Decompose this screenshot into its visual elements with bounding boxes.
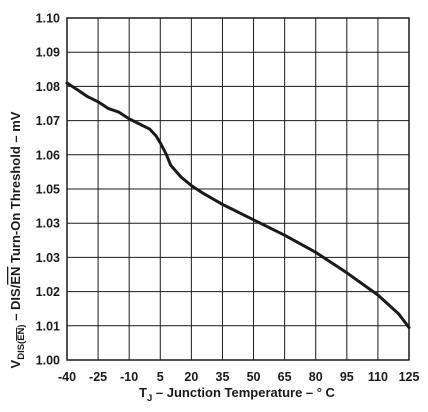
y-tick-label: 1.07 — [36, 114, 60, 128]
y-tick-label: 1.09 — [36, 46, 60, 60]
x-axis-symbol: T — [139, 385, 147, 400]
y-axis-subscript-overline: EN — [16, 327, 27, 340]
y-tick-label: 1.03 — [36, 217, 60, 231]
x-tick-label: 80 — [309, 370, 323, 384]
y-axis-subscript-close: ) — [16, 324, 27, 327]
y-axis-symbol: V — [8, 359, 23, 368]
plot-frame — [66, 17, 410, 361]
x-tick-label: 20 — [184, 370, 198, 384]
y-axis-text-overline: EN — [8, 267, 23, 285]
x-tick-label: 95 — [340, 370, 354, 384]
y-tick-label: 1.10 — [36, 12, 60, 26]
x-tick-label: 50 — [247, 370, 261, 384]
y-tick-label: 1.02 — [36, 285, 60, 299]
x-axis-text: – Junction Temperature – ° C — [152, 385, 335, 400]
y-tick-label: 1.08 — [36, 80, 60, 94]
x-axis-subscript: J — [147, 393, 152, 404]
grid — [67, 18, 409, 360]
x-tick-label: -40 — [58, 370, 76, 384]
y-tick-label: 1.00 — [36, 354, 60, 368]
y-axis-text-prefix: – DIS/ — [8, 284, 23, 324]
y-tick-labels: 1.00 1.01 1.02 1.03 1.03 1.05 1.06 1.07 1.08 1.09… — [36, 12, 60, 368]
y-tick-label: 1.03 — [36, 251, 60, 265]
x-tick-label: 35 — [216, 370, 230, 384]
y-axis-subscript: DIS( — [16, 340, 27, 360]
x-tick-labels: -40 -25 -10 5 20 35 50 65 80 95 110 125 — [58, 370, 420, 384]
x-tick-label: 65 — [278, 370, 292, 384]
y-tick-label: 1.01 — [36, 319, 60, 333]
x-tick-label: -10 — [120, 370, 138, 384]
x-tick-label: 125 — [399, 370, 420, 384]
y-axis-title: VDIS(EN) – DIS/EN Turn-On Threshold – mV — [8, 111, 27, 368]
x-tick-label: -25 — [89, 370, 107, 384]
x-tick-label: 5 — [157, 370, 164, 384]
y-tick-label: 1.06 — [36, 148, 60, 162]
series-marks — [65, 81, 411, 329]
series-line — [65, 81, 411, 329]
x-tick-label: 110 — [368, 370, 388, 384]
y-tick-label: 1.05 — [36, 183, 60, 197]
x-axis-title: TJ – Junction Temperature – ° C — [139, 385, 336, 404]
y-axis-text-suffix: Turn-On Threshold – mV — [8, 111, 23, 266]
